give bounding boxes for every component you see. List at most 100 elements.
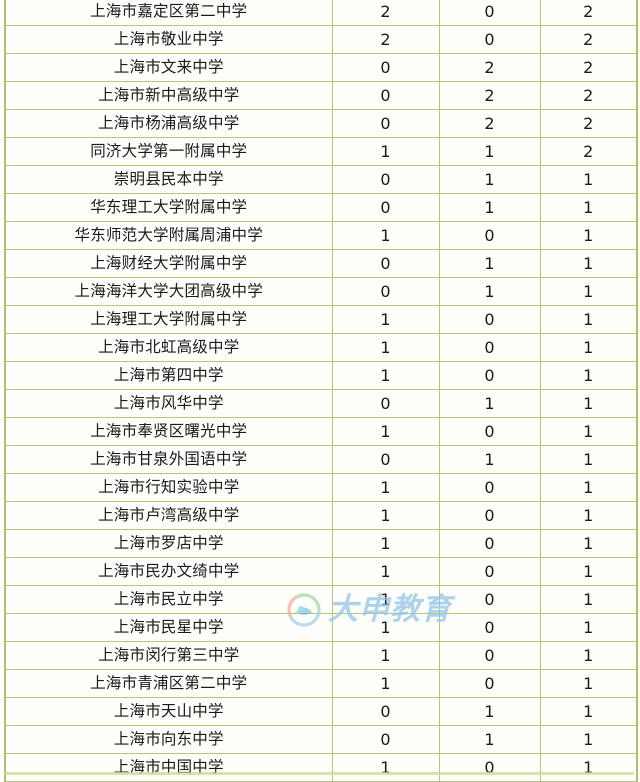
value-cell-3: 1	[539, 305, 638, 334]
school-name-cell: 上海市民办文绮中学	[4, 557, 333, 586]
value-cell-2: 0	[438, 361, 541, 390]
table-row: 上海市第四中学 1 0 1	[4, 361, 638, 390]
value-cell-1: 1	[331, 529, 440, 558]
value-cell-1: 0	[331, 725, 440, 754]
school-name-cell: 华东师范大学附属周浦中学	[4, 221, 333, 250]
value-cell-2: 0	[438, 333, 541, 362]
value-cell-2: 1	[438, 165, 541, 194]
value-cell-3: 1	[539, 585, 638, 614]
value-cell-2: 1	[438, 193, 541, 222]
value-cell-1: 1	[331, 669, 440, 698]
school-name-cell: 华东理工大学附属中学	[4, 193, 333, 222]
value-cell-1: 1	[331, 641, 440, 670]
table-row: 上海市民立中学 1 0 1	[4, 585, 638, 614]
table-row: 上海市中国中学 1 0 1	[4, 753, 638, 782]
school-name-cell: 上海市新中高级中学	[4, 81, 333, 110]
table-row: 同济大学第一附属中学 1 1 2	[4, 137, 638, 166]
table-row: 上海市敬业中学 2 0 2	[4, 25, 638, 54]
table-row: 崇明县民本中学 0 1 1	[4, 165, 638, 194]
value-cell-3: 1	[539, 277, 638, 306]
value-cell-1: 1	[331, 501, 440, 530]
value-cell-3: 2	[539, 0, 638, 26]
table-row: 上海市甘泉外国语中学 0 1 1	[4, 445, 638, 474]
school-name-cell: 上海市奉贤区曙光中学	[4, 417, 333, 446]
value-cell-2: 1	[438, 697, 541, 726]
table-row: 上海市奉贤区曙光中学 1 0 1	[4, 417, 638, 446]
table-row: 上海市民星中学 1 0 1	[4, 613, 638, 642]
value-cell-2: 2	[438, 109, 541, 138]
school-name-cell: 上海市甘泉外国语中学	[4, 445, 333, 474]
value-cell-2: 0	[438, 221, 541, 250]
school-name-cell: 上海理工大学附属中学	[4, 305, 333, 334]
value-cell-2: 0	[438, 529, 541, 558]
value-cell-3: 1	[539, 753, 638, 782]
value-cell-3: 1	[539, 613, 638, 642]
value-cell-1: 1	[331, 753, 440, 782]
school-name-cell: 上海财经大学附属中学	[4, 249, 333, 278]
school-name-cell: 上海海洋大学大团高级中学	[4, 277, 333, 306]
school-name-cell: 上海市卢湾高级中学	[4, 501, 333, 530]
value-cell-3: 1	[539, 249, 638, 278]
value-cell-1: 0	[331, 277, 440, 306]
value-cell-2: 0	[438, 0, 541, 26]
value-cell-1: 1	[331, 613, 440, 642]
value-cell-2: 0	[438, 473, 541, 502]
value-cell-3: 1	[539, 333, 638, 362]
value-cell-1: 1	[331, 585, 440, 614]
value-cell-3: 1	[539, 529, 638, 558]
value-cell-2: 1	[438, 249, 541, 278]
value-cell-3: 2	[539, 53, 638, 82]
school-name-cell: 上海市行知实验中学	[4, 473, 333, 502]
table-row: 上海市行知实验中学 1 0 1	[4, 473, 638, 502]
value-cell-2: 0	[438, 417, 541, 446]
school-name-cell: 上海市北虹高级中学	[4, 333, 333, 362]
table-row: 上海市新中高级中学 0 2 2	[4, 81, 638, 110]
value-cell-1: 2	[331, 0, 440, 26]
value-cell-1: 0	[331, 445, 440, 474]
table-row: 上海市风华中学 0 1 1	[4, 389, 638, 418]
value-cell-1: 0	[331, 53, 440, 82]
value-cell-1: 1	[331, 417, 440, 446]
value-cell-3: 2	[539, 137, 638, 166]
value-cell-3: 2	[539, 25, 638, 54]
table-row: 上海海洋大学大团高级中学 0 1 1	[4, 277, 638, 306]
value-cell-3: 1	[539, 669, 638, 698]
school-name-cell: 上海市民立中学	[4, 585, 333, 614]
value-cell-3: 1	[539, 473, 638, 502]
value-cell-2: 0	[438, 669, 541, 698]
school-name-cell: 上海市民星中学	[4, 613, 333, 642]
value-cell-2: 0	[438, 557, 541, 586]
value-cell-2: 1	[438, 445, 541, 474]
table-row: 上海市北虹高级中学 1 0 1	[4, 333, 638, 362]
value-cell-1: 1	[331, 305, 440, 334]
value-cell-2: 1	[438, 725, 541, 754]
value-cell-2: 2	[438, 53, 541, 82]
value-cell-3: 1	[539, 221, 638, 250]
value-cell-1: 0	[331, 109, 440, 138]
table-row: 上海市杨浦高级中学 0 2 2	[4, 109, 638, 138]
value-cell-2: 2	[438, 81, 541, 110]
school-name-cell: 上海市杨浦高级中学	[4, 109, 333, 138]
school-name-cell: 上海市文来中学	[4, 53, 333, 82]
table-row: 上海市民办文绮中学 1 0 1	[4, 557, 638, 586]
value-cell-3: 1	[539, 501, 638, 530]
value-cell-2: 0	[438, 641, 541, 670]
school-name-cell: 上海市第四中学	[4, 361, 333, 390]
school-name-cell: 崇明县民本中学	[4, 165, 333, 194]
value-cell-1: 2	[331, 25, 440, 54]
school-name-cell: 上海市向东中学	[4, 725, 333, 754]
table-row: 上海市向东中学 0 1 1	[4, 725, 638, 754]
value-cell-2: 0	[438, 305, 541, 334]
value-cell-3: 1	[539, 417, 638, 446]
value-cell-2: 1	[438, 389, 541, 418]
value-cell-1: 0	[331, 193, 440, 222]
value-cell-3: 2	[539, 81, 638, 110]
table-row: 上海财经大学附属中学 0 1 1	[4, 249, 638, 278]
school-name-cell: 上海市嘉定区第二中学	[4, 0, 333, 26]
school-name-cell: 同济大学第一附属中学	[4, 137, 333, 166]
value-cell-3: 1	[539, 165, 638, 194]
table-row: 上海市嘉定区第二中学 2 0 2	[4, 0, 638, 26]
value-cell-1: 0	[331, 81, 440, 110]
value-cell-3: 2	[539, 109, 638, 138]
